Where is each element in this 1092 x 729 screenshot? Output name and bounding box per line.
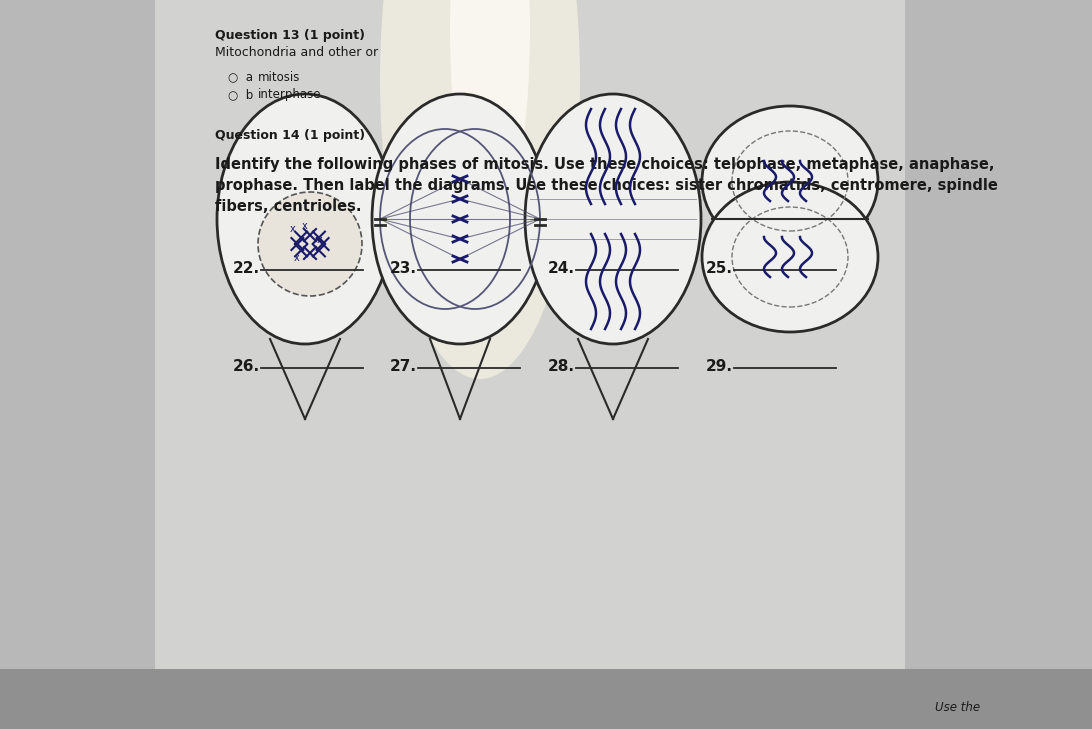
Text: 25.: 25.: [707, 261, 733, 276]
Text: mitosis: mitosis: [258, 71, 300, 84]
Text: x: x: [302, 221, 308, 231]
Text: 22.: 22.: [233, 261, 260, 276]
Text: Question 14 (1 point): Question 14 (1 point): [215, 129, 365, 142]
Text: Question 13 (1 point): Question 13 (1 point): [215, 29, 365, 42]
Text: 28.: 28.: [548, 359, 575, 374]
Text: 23.: 23.: [390, 261, 417, 276]
Text: x: x: [289, 225, 295, 234]
Bar: [0, 669, 1092, 729]
Text: 24.: 24.: [548, 261, 575, 276]
Text: Mitochondria and other or: Mitochondria and other or: [215, 46, 378, 59]
Ellipse shape: [217, 94, 393, 344]
Text: Use the: Use the: [935, 701, 980, 714]
Ellipse shape: [258, 192, 363, 296]
Ellipse shape: [450, 0, 530, 229]
Text: 27.: 27.: [390, 359, 417, 374]
Ellipse shape: [372, 94, 548, 344]
Text: 29.: 29.: [707, 359, 733, 374]
Ellipse shape: [702, 182, 878, 332]
Bar: [155, 0, 905, 729]
Text: x: x: [317, 235, 322, 245]
Text: ○  a: ○ a: [228, 71, 253, 84]
Text: ○  b: ○ b: [228, 88, 253, 101]
Ellipse shape: [525, 94, 701, 344]
Ellipse shape: [702, 106, 878, 256]
Text: interphase: interphase: [258, 88, 321, 101]
Text: x: x: [294, 253, 299, 262]
Text: Identify the following phases of mitosis. Use these choices: telophase, metaphas: Identify the following phases of mitosis…: [215, 157, 998, 214]
Text: 26.: 26.: [233, 359, 260, 374]
Ellipse shape: [380, 0, 580, 379]
